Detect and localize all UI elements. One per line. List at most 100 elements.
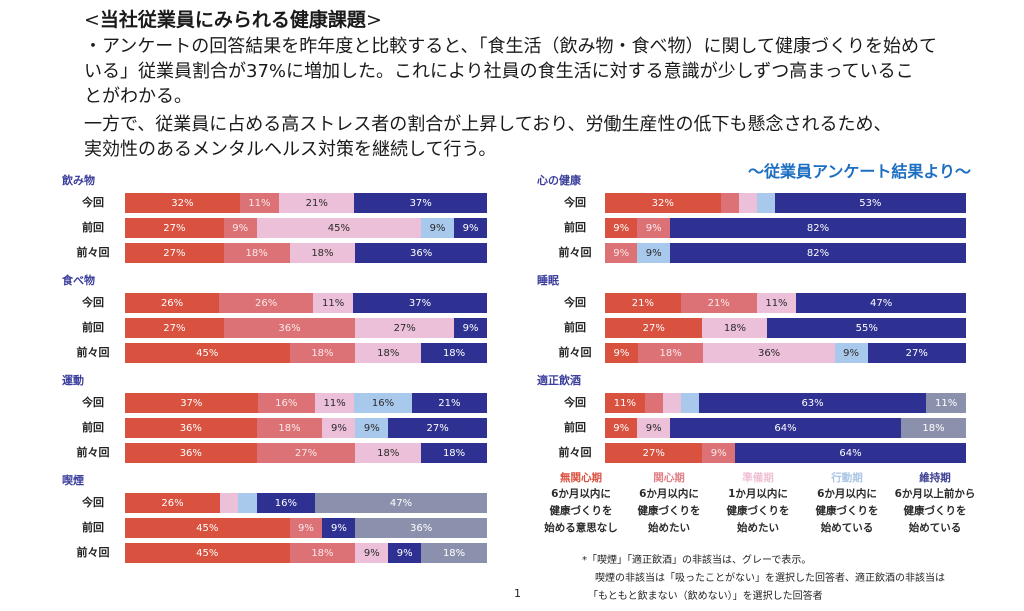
bar-segment-not-applicable: 36% — [355, 518, 487, 538]
legend-desc: 始めたい — [648, 522, 690, 534]
bar-segment-precontemplation: 21% — [605, 293, 681, 313]
row-label: 前回 — [564, 221, 586, 234]
legend-desc: 始めている — [908, 522, 962, 534]
legend-item-contemplation: 関心期 6か月以内に 健康づくりを 始めたい — [624, 470, 714, 537]
chart-row: 前々回 27% 9% 64% — [537, 443, 977, 463]
chart-row: 前々回 45% 18% 9% 9% 18% — [62, 543, 502, 563]
stacked-bar: 9% 9% 82% — [605, 243, 966, 263]
bar-segment-preparation: 11% — [756, 293, 797, 313]
bar-segment-not-applicable: 18% — [901, 418, 966, 438]
legend-desc: 1か月以内に — [728, 488, 788, 500]
chart-row: 今回 37% 16% 11% 16% 21% — [62, 393, 502, 413]
chart-row: 今回 32% 53% — [537, 193, 977, 213]
chart-title: 食べ物 — [62, 274, 95, 287]
bar-segment-precontemplation: 32% — [125, 193, 240, 213]
stacked-bar: 37% 16% 11% 16% 21% — [125, 393, 487, 413]
chart-row: 前回 27% 9% 45% 9% 9% — [62, 218, 502, 238]
row-label: 前々回 — [558, 446, 592, 459]
row-label: 前回 — [82, 521, 104, 534]
bar-segment-maintenance: 64% — [734, 443, 966, 463]
row-label: 前々回 — [76, 246, 110, 259]
bar-segment-preparation: 18% — [355, 443, 422, 463]
legend-desc: 健康づくりを — [637, 505, 701, 517]
chart-food: 食べ物 今回 26% 26% 11% 37% 前回 27% 36% 27% 9% 前々回 45% 1… — [62, 272, 502, 367]
bar-segment-action — [238, 493, 257, 513]
title-bracket-close: > — [365, 9, 382, 31]
bar-segment-action: 9% — [637, 243, 670, 263]
legend-desc: 始めたい — [737, 522, 779, 534]
body-text-line: 一方で、従業員に占める高ストレス者の割合が上昇しており、労働生産性の低下も懸念さ… — [84, 114, 892, 135]
bar-segment-preparation: 9% — [322, 418, 356, 438]
bar-segment-maintenance: 53% — [774, 193, 966, 213]
footnote-line: 喫煙の非該当は「吸ったことがない」を選択した回答者、適正飲酒の非該当は — [595, 573, 945, 584]
stacked-bar: 9% 9% 82% — [605, 218, 966, 238]
bar-segment-precontemplation: 27% — [125, 218, 224, 238]
row-label: 今回 — [564, 296, 586, 309]
stacked-bar: 21% 21% 11% 47% — [605, 293, 966, 313]
bar-segment-preparation: 18% — [355, 343, 422, 363]
chart-title: 喫煙 — [62, 474, 84, 487]
body-text-line: いる」従業員割合が37%に増加した。これにより社員の食生活に対する意識が少しずつ… — [84, 61, 914, 82]
bar-segment-preparation: 11% — [314, 393, 355, 413]
chart-title: 心の健康 — [537, 174, 581, 187]
bar-segment-contemplation: 9% — [702, 443, 735, 463]
bar-segment-precontemplation: 45% — [125, 518, 290, 538]
chart-row: 前回 36% 18% 9% 9% 27% — [62, 418, 502, 438]
bar-segment-action — [756, 193, 775, 213]
legend-item-precontemplation: 無関心期 6か月以内に 健康づくりを 始める意思なし — [536, 470, 626, 537]
bar-segment-action: 9% — [421, 218, 455, 238]
bar-segment-maintenance: 82% — [669, 218, 966, 238]
row-label: 前々回 — [76, 346, 110, 359]
chart-row: 今回 21% 21% 11% 47% — [537, 293, 977, 313]
bar-segment-preparation: 11% — [313, 293, 354, 313]
row-label: 前回 — [564, 421, 586, 434]
stacked-bar: 45% 9% 9% 36% — [125, 518, 487, 538]
stacked-bar: 27% 9% 64% — [605, 443, 966, 463]
bar-segment-preparation — [220, 493, 239, 513]
stacked-bar: 45% 18% 18% 18% — [125, 343, 487, 363]
chart-sleep: 睡眠 今回 21% 21% 11% 47% 前回 27% 18% 55% 前々回 9% 18% 36… — [537, 272, 977, 367]
stacked-bar: 9% 18% 36% 9% 27% — [605, 343, 966, 363]
survey-subtitle: ～従業員アンケート結果より～ — [748, 162, 972, 181]
row-label: 今回 — [82, 396, 104, 409]
legend-stage-name: 無関心期 — [560, 472, 602, 484]
bar-segment-contemplation: 18% — [289, 343, 356, 363]
legend-desc: 6か月以内に — [817, 488, 877, 500]
bar-segment-maintenance: 37% — [354, 193, 487, 213]
row-label: 今回 — [82, 196, 104, 209]
bar-segment-precontemplation: 9% — [605, 218, 638, 238]
chart-moderate-drinking: 適正飲酒 今回 11% 63% 11% 前回 9% 9% 64% 18% 前々回 27% 9% 64… — [537, 372, 977, 467]
bar-segment-preparation — [738, 193, 757, 213]
row-label: 前々回 — [76, 446, 110, 459]
stacked-bar: 26% 16% 47% — [125, 493, 487, 513]
legend-stage-name: 準備期 — [742, 472, 774, 484]
bar-segment-maintenance: 9% — [454, 318, 487, 338]
bar-segment-preparation: 18% — [702, 318, 768, 338]
bar-segment-contemplation: 27% — [256, 443, 356, 463]
legend-desc: 健康づくりを — [726, 505, 790, 517]
row-label: 前回 — [82, 421, 104, 434]
bar-segment-action: 16% — [354, 393, 412, 413]
title-text: 当社従業員にみられる健康課題 — [99, 9, 366, 31]
page-number: 1 — [514, 587, 521, 600]
legend-desc: 始めている — [820, 522, 874, 534]
bar-segment-maintenance: 36% — [355, 243, 487, 263]
bar-segment-contemplation: 26% — [219, 293, 314, 313]
bar-segment-preparation: 27% — [355, 318, 455, 338]
bar-segment-preparation — [662, 393, 681, 413]
bar-segment-preparation: 9% — [637, 418, 670, 438]
stacked-bar: 27% 18% 18% 36% — [125, 243, 487, 263]
bar-segment-maintenance: 16% — [256, 493, 316, 513]
row-label: 前々回 — [558, 246, 592, 259]
bar-segment-precontemplation: 26% — [125, 293, 220, 313]
chart-row: 前回 9% 9% 82% — [537, 218, 977, 238]
row-label: 今回 — [82, 296, 104, 309]
legend-item-preparation: 準備期 1か月以内に 健康づくりを 始めたい — [713, 470, 803, 537]
bar-segment-precontemplation: 9% — [605, 418, 638, 438]
stacked-bar: 27% 9% 45% 9% 9% — [125, 218, 487, 238]
stacked-bar: 27% 36% 27% 9% — [125, 318, 487, 338]
legend-desc: 6か月以内に — [639, 488, 699, 500]
bar-segment-contemplation — [720, 193, 739, 213]
row-label: 今回 — [564, 196, 586, 209]
body-text-line: とがわかる。 — [84, 86, 192, 107]
